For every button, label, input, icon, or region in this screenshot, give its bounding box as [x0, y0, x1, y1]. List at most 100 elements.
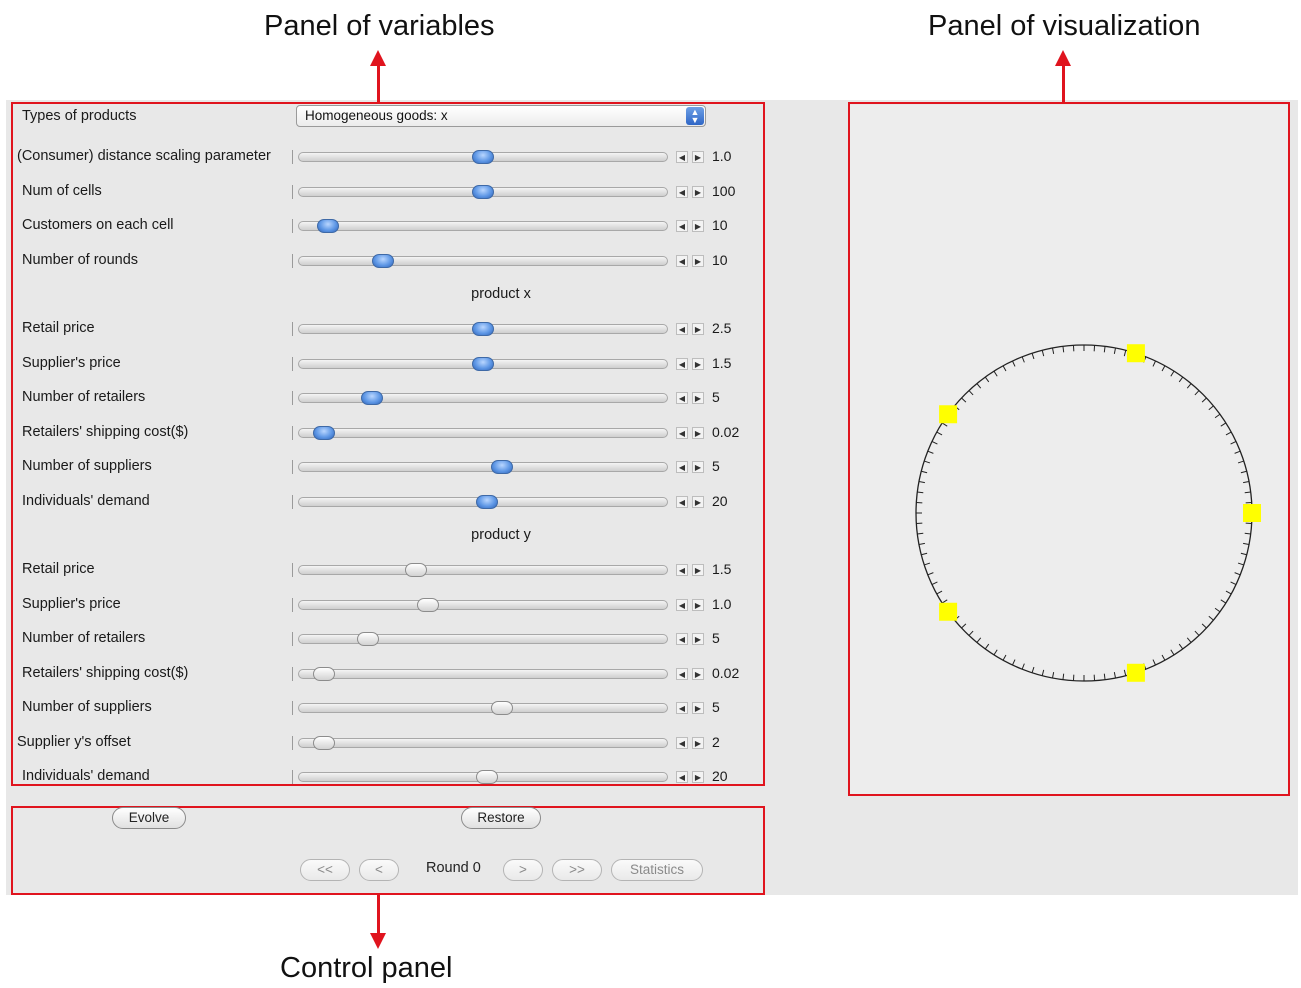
increment-arrow-icon[interactable]: ▶: [692, 737, 704, 749]
decrement-arrow-icon[interactable]: ◀: [676, 255, 688, 267]
increment-arrow-icon[interactable]: ▶: [692, 392, 704, 404]
cell-tick: [918, 542, 925, 545]
decrement-arrow-icon[interactable]: ◀: [676, 151, 688, 163]
decrement-arrow-icon[interactable]: ◀: [676, 668, 688, 680]
decrement-arrow-icon[interactable]: ◀: [676, 496, 688, 508]
slider-knob[interactable]: [312, 667, 335, 681]
parameter-slider[interactable]: ◀ ▶ 1.0: [292, 147, 744, 167]
parameter-slider[interactable]: ◀ ▶ 20: [292, 492, 744, 512]
slider-knob[interactable]: [490, 701, 513, 715]
increment-arrow-icon[interactable]: ▶: [692, 702, 704, 714]
increment-arrow-icon[interactable]: ▶: [692, 427, 704, 439]
next-round-button[interactable]: >: [503, 859, 543, 881]
types-of-products-select[interactable]: Homogeneous goods: x ▲ ▼: [296, 105, 706, 127]
parameter-slider[interactable]: ◀ ▶ 5: [292, 698, 744, 718]
slider-knob[interactable]: [472, 150, 494, 164]
parameter-value: 20: [712, 768, 728, 784]
increment-arrow-icon[interactable]: ▶: [692, 599, 704, 611]
parameter-value: 1.0: [712, 596, 732, 612]
increment-arrow-icon[interactable]: ▶: [692, 668, 704, 680]
evolve-button[interactable]: Evolve: [112, 807, 186, 829]
slider-knob[interactable]: [475, 770, 498, 784]
increment-arrow-icon[interactable]: ▶: [692, 151, 704, 163]
parameter-slider[interactable]: ◀ ▶ 5: [292, 457, 744, 477]
decrement-arrow-icon[interactable]: ◀: [676, 186, 688, 198]
parameter-slider[interactable]: ◀ ▶ 2: [292, 733, 744, 753]
slider-track[interactable]: [298, 703, 668, 713]
increment-arrow-icon[interactable]: ▶: [692, 323, 704, 335]
slider-knob[interactable]: [361, 391, 383, 405]
increment-arrow-icon[interactable]: ▶: [692, 564, 704, 576]
slider-track[interactable]: [298, 669, 668, 679]
slider-knob[interactable]: [372, 254, 395, 268]
cell-tick: [1243, 542, 1250, 545]
parameter-slider[interactable]: ◀ ▶ 1.5: [292, 560, 744, 580]
parameter-label: Individuals' demand: [22, 493, 150, 509]
slider-track[interactable]: [298, 565, 668, 575]
increment-arrow-icon[interactable]: ▶: [692, 358, 704, 370]
parameter-slider[interactable]: ◀ ▶ 100: [292, 182, 744, 202]
decrement-arrow-icon[interactable]: ◀: [676, 599, 688, 611]
parameter-label: Number of retailers: [22, 630, 146, 646]
visualization-canvas: [850, 105, 1288, 795]
parameter-slider[interactable]: ◀ ▶ 0.02: [292, 664, 744, 684]
increment-arrow-icon[interactable]: ▶: [692, 496, 704, 508]
restore-button[interactable]: Restore: [461, 807, 541, 829]
parameter-slider[interactable]: ◀ ▶ 5: [292, 629, 744, 649]
slider-track[interactable]: [298, 428, 668, 438]
slider-track[interactable]: [298, 221, 668, 231]
slider-track[interactable]: [298, 634, 668, 644]
increment-arrow-icon[interactable]: ▶: [692, 186, 704, 198]
decrement-arrow-icon[interactable]: ◀: [676, 737, 688, 749]
cell-tick: [927, 450, 934, 454]
decrement-arrow-icon[interactable]: ◀: [676, 771, 688, 783]
slider-knob[interactable]: [472, 322, 494, 336]
slider-knob[interactable]: [475, 495, 498, 509]
cell-tick: [918, 481, 925, 484]
increment-arrow-icon[interactable]: ▶: [692, 220, 704, 232]
cell-tick: [1186, 383, 1192, 389]
slider-track[interactable]: [298, 393, 668, 403]
decrement-arrow-icon[interactable]: ◀: [676, 220, 688, 232]
parameter-slider[interactable]: ◀ ▶ 10: [292, 216, 744, 236]
slider-knob[interactable]: [312, 736, 335, 750]
decrement-arrow-icon[interactable]: ◀: [676, 392, 688, 404]
decrement-arrow-icon[interactable]: ◀: [676, 564, 688, 576]
slider-knob[interactable]: [357, 632, 380, 646]
statistics-button[interactable]: Statistics: [611, 859, 703, 881]
previous-round-button[interactable]: <: [359, 859, 399, 881]
slider-track[interactable]: [298, 600, 668, 610]
slider-track[interactable]: [298, 462, 668, 472]
retailer-marker: [1126, 344, 1145, 363]
parameter-slider[interactable]: ◀ ▶ 1.0: [292, 595, 744, 615]
last-round-button[interactable]: >>: [552, 859, 602, 881]
decrement-arrow-icon[interactable]: ◀: [676, 323, 688, 335]
decrement-arrow-icon[interactable]: ◀: [676, 358, 688, 370]
parameter-slider[interactable]: ◀ ▶ 2.5: [292, 319, 744, 339]
cell-tick: [1002, 654, 1007, 661]
decrement-arrow-icon[interactable]: ◀: [676, 427, 688, 439]
parameter-slider[interactable]: ◀ ▶ 20: [292, 767, 744, 787]
increment-arrow-icon[interactable]: ▶: [692, 461, 704, 473]
parameter-slider[interactable]: ◀ ▶ 1.5: [292, 354, 744, 374]
slider-knob[interactable]: [312, 426, 335, 440]
slider-knob[interactable]: [316, 219, 339, 233]
increment-arrow-icon[interactable]: ▶: [692, 255, 704, 267]
slider-track[interactable]: [298, 256, 668, 266]
decrement-arrow-icon[interactable]: ◀: [676, 702, 688, 714]
slider-knob[interactable]: [472, 357, 494, 371]
cell-tick: [924, 460, 931, 464]
slider-knob[interactable]: [490, 460, 513, 474]
parameter-slider[interactable]: ◀ ▶ 5: [292, 388, 744, 408]
slider-knob[interactable]: [405, 563, 428, 577]
parameter-slider[interactable]: ◀ ▶ 10: [292, 251, 744, 271]
parameter-slider[interactable]: ◀ ▶ 0.02: [292, 423, 744, 443]
increment-arrow-icon[interactable]: ▶: [692, 771, 704, 783]
decrement-arrow-icon[interactable]: ◀: [676, 633, 688, 645]
increment-arrow-icon[interactable]: ▶: [692, 633, 704, 645]
slider-track[interactable]: [298, 738, 668, 748]
slider-knob[interactable]: [472, 185, 494, 199]
slider-knob[interactable]: [416, 598, 439, 612]
first-round-button[interactable]: <<: [300, 859, 350, 881]
decrement-arrow-icon[interactable]: ◀: [676, 461, 688, 473]
